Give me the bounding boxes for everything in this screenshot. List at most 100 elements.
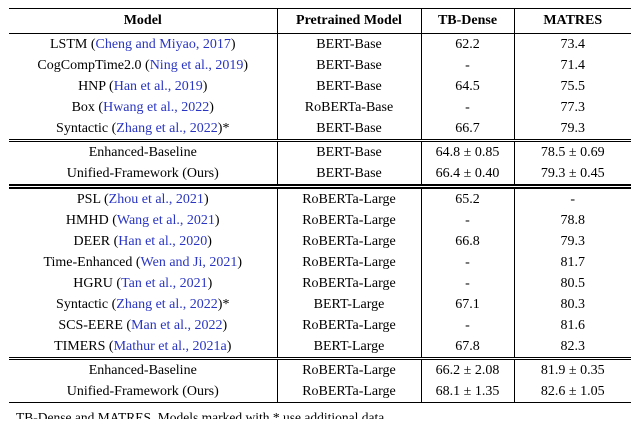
matres-cell: -	[513, 184, 631, 210]
matres-cell: 71.4	[513, 55, 631, 76]
matres-cell: 80.3	[513, 294, 631, 315]
table-row: HNP (Han et al., 2019) BERT-Base 64.5 75.5	[9, 76, 631, 97]
model-cell: Unified-Framework (Ours)	[66, 166, 219, 181]
table-section-baselines-base: LSTM (Cheng and Miyao, 2017) BERT-Base 62.…	[9, 33, 631, 141]
pretrained-model-cell: RoBERTa-Large	[276, 252, 421, 273]
model-cell: CogCompTime2.0 (Ning et al., 2019)	[37, 58, 249, 73]
tb-dense-cell: -	[420, 252, 514, 273]
model-cell: HNP (Han et al., 2019)	[78, 79, 208, 94]
tb-dense-cell: -	[420, 315, 514, 336]
table-row: Enhanced-Baseline BERT-Base 64.8 ± 0.85 78.…	[9, 139, 631, 163]
model-cell: Box (Hwang et al., 2022)	[71, 100, 214, 115]
pretrained-model-cell: RoBERTa-Base	[276, 97, 421, 118]
pretrained-model-cell: RoBERTa-Large	[276, 381, 421, 403]
citation-link[interactable]: Tan et al., 2021	[121, 276, 208, 291]
tb-dense-cell: 62.2	[420, 33, 514, 55]
table-caption-clipped: TB-Dense and MATRES. Models marked with …	[16, 410, 388, 419]
tb-dense-cell: 66.8	[420, 231, 514, 252]
matres-cell: 81.6	[513, 315, 631, 336]
model-cell: HMHD (Wang et al., 2021)	[65, 213, 220, 228]
matres-cell: 81.7	[513, 252, 631, 273]
pretrained-model-cell: RoBERTa-Large	[276, 184, 421, 210]
table-row: TIMERS (Mathur et al., 2021a) BERT-Large 6…	[9, 336, 631, 359]
header-row: Model Pretrained Model TB-Dense MATRES	[9, 8, 631, 34]
table-row: LSTM (Cheng and Miyao, 2017) BERT-Base 62.…	[9, 33, 631, 55]
table-row: PSL (Zhou et al., 2021) RoBERTa-Large 65.2…	[9, 184, 631, 210]
matres-cell: 82.3	[513, 336, 631, 359]
matres-cell: 79.3	[513, 118, 631, 141]
pretrained-model-cell: BERT-Base	[276, 55, 421, 76]
table-row: Syntactic (Zhang et al., 2022)* BERT-Base…	[9, 118, 631, 141]
pretrained-model-cell: BERT-Large	[276, 294, 421, 315]
citation-link[interactable]: Ning et al., 2019	[149, 58, 244, 73]
citation-link[interactable]: Man et al., 2022	[131, 318, 223, 333]
table-section-ours-large: Enhanced-Baseline RoBERTa-Large 66.2 ± 2.0…	[9, 357, 631, 403]
column-header-pretrained-model: Pretrained Model	[276, 8, 421, 34]
matres-cell: 78.8	[513, 210, 631, 231]
matres-cell: 78.5 ± 0.69	[513, 139, 631, 163]
tb-dense-cell: 64.8 ± 0.85	[420, 139, 514, 163]
model-cell: TIMERS (Mathur et al., 2021a)	[54, 339, 232, 354]
tb-dense-cell: 64.5	[420, 76, 514, 97]
citation-link[interactable]: Hwang et al., 2022	[103, 100, 210, 115]
table-section-baselines-large: PSL (Zhou et al., 2021) RoBERTa-Large 65.2…	[9, 184, 631, 359]
tb-dense-cell: 68.1 ± 1.35	[420, 381, 514, 403]
table-row: Syntactic (Zhang et al., 2022)* BERT-Larg…	[9, 294, 631, 315]
matres-cell: 77.3	[513, 97, 631, 118]
tb-dense-cell: -	[420, 273, 514, 294]
table-section-ours-base: Enhanced-Baseline BERT-Base 64.8 ± 0.85 78.…	[9, 139, 631, 187]
pretrained-model-cell: RoBERTa-Large	[276, 231, 421, 252]
citation-link[interactable]: Han et al., 2020	[118, 234, 208, 249]
matres-cell: 75.5	[513, 76, 631, 97]
matres-cell: 79.3	[513, 231, 631, 252]
table-row: Box (Hwang et al., 2022) RoBERTa-Base -77.…	[9, 97, 631, 118]
tb-dense-cell: -	[420, 55, 514, 76]
tb-dense-cell: 67.1	[420, 294, 514, 315]
model-cell: DEER (Han et al., 2020)	[73, 234, 212, 249]
pretrained-model-cell: RoBERTa-Large	[276, 273, 421, 294]
tb-dense-cell: -	[420, 210, 514, 231]
model-cell: Unified-Framework (Ours)	[66, 384, 219, 399]
table-row: DEER (Han et al., 2020) RoBERTa-Large 66.8…	[9, 231, 631, 252]
model-cell: Syntactic (Zhang et al., 2022)*	[56, 297, 230, 312]
tb-dense-cell: 66.4 ± 0.40	[420, 163, 514, 187]
table-row: Unified-Framework (Ours) BERT-Base 66.4 ± …	[9, 163, 631, 187]
table-row: SCS-EERE (Man et al., 2022) RoBERTa-Large…	[9, 315, 631, 336]
tb-dense-cell: 66.2 ± 2.08	[420, 357, 514, 381]
model-cell: LSTM (Cheng and Miyao, 2017)	[50, 37, 236, 52]
tb-dense-cell: 65.2	[420, 184, 514, 210]
table-row: Time-Enhanced (Wen and Ji, 2021) RoBERTa-…	[9, 252, 631, 273]
pretrained-model-cell: BERT-Base	[276, 163, 421, 187]
citation-link[interactable]: Wang et al., 2021	[116, 213, 215, 228]
table-row: Enhanced-Baseline RoBERTa-Large 66.2 ± 2.0…	[9, 357, 631, 381]
matres-cell: 80.5	[513, 273, 631, 294]
pretrained-model-cell: BERT-Base	[276, 118, 421, 141]
citation-link[interactable]: Zhou et al., 2021	[108, 192, 204, 207]
model-cell: Enhanced-Baseline	[9, 139, 277, 163]
pretrained-model-cell: BERT-Base	[276, 139, 421, 163]
table-row: Unified-Framework (Ours) RoBERTa-Large 68.…	[9, 381, 631, 403]
pretrained-model-cell: BERT-Large	[276, 336, 421, 359]
pretrained-model-cell: BERT-Base	[276, 76, 421, 97]
model-cell: SCS-EERE (Man et al., 2022)	[58, 318, 228, 333]
citation-link[interactable]: Han et al., 2019	[113, 79, 203, 94]
column-header-tb-dense: TB-Dense	[420, 8, 514, 34]
citation-link[interactable]: Wen and Ji, 2021	[140, 255, 238, 270]
pretrained-model-cell: RoBERTa-Large	[276, 210, 421, 231]
model-cell: Time-Enhanced (Wen and Ji, 2021)	[43, 255, 243, 270]
table-row: HGRU (Tan et al., 2021) RoBERTa-Large -80.…	[9, 273, 631, 294]
matres-cell: 82.6 ± 1.05	[513, 381, 631, 403]
tb-dense-cell: 66.7	[420, 118, 514, 141]
citation-link[interactable]: Zhang et al., 2022	[116, 297, 218, 312]
citation-link[interactable]: Mathur et al., 2021a	[113, 339, 227, 354]
model-cell: PSL (Zhou et al., 2021)	[9, 184, 277, 210]
model-cell: Syntactic (Zhang et al., 2022)*	[56, 121, 230, 136]
citation-link[interactable]: Zhang et al., 2022	[116, 121, 218, 136]
tb-dense-cell: 67.8	[420, 336, 514, 359]
citation-link[interactable]: Cheng and Miyao, 2017	[95, 37, 231, 52]
tb-dense-cell: -	[420, 97, 514, 118]
pretrained-model-cell: BERT-Base	[276, 33, 421, 55]
pretrained-model-cell: RoBERTa-Large	[276, 315, 421, 336]
pretrained-model-cell: RoBERTa-Large	[276, 357, 421, 381]
table-row: HMHD (Wang et al., 2021) RoBERTa-Large -78…	[9, 210, 631, 231]
